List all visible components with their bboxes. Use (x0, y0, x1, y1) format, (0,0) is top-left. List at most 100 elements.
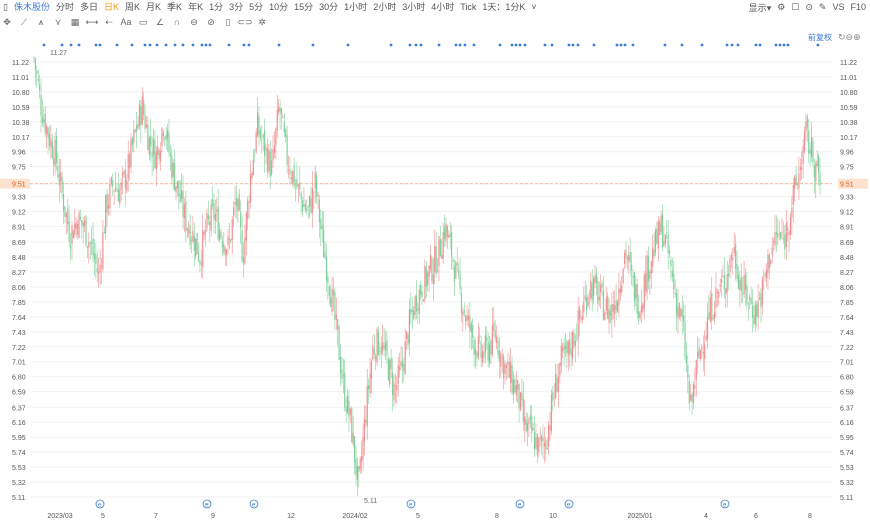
event-dot[interactable] (700, 43, 704, 47)
pen-icon[interactable]: ✎ (818, 1, 827, 12)
event-dot[interactable] (615, 43, 619, 47)
vs-button[interactable]: VS (832, 2, 845, 12)
dividend-marker[interactable] (202, 499, 212, 509)
rights-toggle[interactable]: 前复权 (808, 32, 832, 42)
event-dot[interactable] (567, 43, 571, 47)
chevron-down-icon[interactable]: ˅ (531, 2, 537, 12)
tab-period[interactable]: 3分 (229, 2, 244, 12)
tab-period[interactable]: 分时 (55, 2, 74, 12)
measure-icon[interactable]: ▭ (138, 16, 148, 27)
tab-period[interactable]: 5分 (249, 2, 264, 12)
event-dot[interactable] (311, 43, 315, 47)
event-dot[interactable] (680, 43, 684, 47)
event-dot[interactable] (204, 43, 208, 47)
tab-period[interactable]: 季K (167, 2, 183, 12)
tab-period[interactable]: 1小时 (344, 2, 368, 12)
event-dot[interactable] (173, 43, 177, 47)
settings-icon[interactable]: ⚙ (777, 1, 786, 12)
tab-period[interactable]: 30分 (319, 2, 339, 12)
tab-period[interactable]: 10分 (269, 2, 289, 12)
event-dot[interactable] (408, 43, 412, 47)
eye-icon[interactable]: ⊖ (190, 16, 198, 27)
link-icon[interactable]: ⊂⊃ (237, 16, 253, 27)
event-dot[interactable] (277, 43, 281, 47)
event-dot[interactable] (550, 43, 554, 47)
line-tool-icon[interactable]: ⟋ (20, 16, 28, 27)
event-dot[interactable] (523, 43, 527, 47)
tab-period[interactable]: 1天：1分K (482, 2, 526, 12)
f10-button[interactable]: F10 (850, 2, 866, 12)
dividend-marker[interactable] (249, 499, 259, 509)
stock-name[interactable]: 侏木股份 (13, 2, 50, 12)
event-dot[interactable] (758, 43, 762, 47)
event-dot[interactable] (736, 43, 740, 47)
event-dot[interactable] (94, 43, 98, 47)
tab-period[interactable]: 多日 (79, 2, 98, 12)
event-dot[interactable] (592, 43, 596, 47)
kline-chart[interactable]: 11.22 11.22 11.01 11.01 10.80 10.80 10.59 10.59… (0, 30, 870, 527)
event-dot[interactable] (143, 43, 147, 47)
magnet-icon[interactable]: ∩ (173, 17, 181, 27)
event-dot[interactable] (454, 43, 458, 47)
gear-icon[interactable]: ✲ (258, 16, 266, 27)
event-dot[interactable] (472, 43, 476, 47)
dividend-marker[interactable] (564, 499, 574, 509)
event-dot[interactable] (463, 43, 467, 47)
event-dot[interactable] (208, 43, 212, 47)
event-dot[interactable] (774, 43, 778, 47)
event-dot[interactable] (730, 43, 734, 47)
event-dot[interactable] (543, 43, 547, 47)
dividend-marker[interactable] (406, 499, 416, 509)
event-dot[interactable] (77, 43, 81, 47)
event-dot[interactable] (619, 43, 623, 47)
event-dot[interactable] (778, 43, 782, 47)
display-menu[interactable]: 显示▾ (748, 2, 772, 13)
event-dot[interactable] (181, 43, 185, 47)
event-dot[interactable] (510, 43, 514, 47)
event-dot[interactable] (98, 43, 102, 47)
event-dot[interactable] (130, 43, 134, 47)
event-dot[interactable] (164, 43, 168, 47)
event-dot[interactable] (623, 43, 627, 47)
tab-period[interactable]: 15分 (294, 2, 314, 12)
event-dot[interactable] (115, 43, 119, 47)
event-dot[interactable] (514, 43, 518, 47)
tab-period[interactable]: 4小时 (431, 2, 455, 12)
tab-period[interactable]: 月K (146, 2, 162, 12)
fork-tool-icon[interactable]: ⋎ (54, 16, 62, 27)
tab-period[interactable]: Tick (460, 2, 477, 12)
checkbox-icon[interactable]: ☐ (791, 1, 800, 12)
event-dot[interactable] (816, 43, 820, 47)
event-dot[interactable] (631, 43, 635, 47)
event-dot[interactable] (155, 43, 159, 47)
pattern-tool-icon[interactable]: ⟷ (85, 16, 99, 27)
arrow-tool-icon[interactable]: ⇠ (105, 16, 113, 27)
event-dot[interactable] (242, 43, 246, 47)
event-dot[interactable] (571, 43, 575, 47)
tab-period[interactable]: 周K (125, 2, 141, 12)
event-dot[interactable] (148, 43, 152, 47)
camera-icon[interactable]: ⊙ (805, 1, 813, 12)
event-dot[interactable] (247, 43, 251, 47)
brush-icon[interactable]: ∠ (155, 16, 165, 27)
event-dot[interactable] (200, 43, 204, 47)
event-dot[interactable] (782, 43, 786, 47)
dividend-marker[interactable] (515, 499, 525, 509)
reset-icon[interactable]: ↻⊖⊕ (838, 32, 861, 42)
tab-period[interactable]: 3小时 (402, 2, 426, 12)
dividend-marker[interactable] (720, 499, 730, 509)
channel-tool-icon[interactable]: ⩚ (38, 16, 44, 27)
tab-period[interactable]: 2小时 (373, 2, 397, 12)
event-dot[interactable] (786, 43, 790, 47)
event-dot[interactable] (69, 43, 73, 47)
event-dot[interactable] (663, 43, 667, 47)
event-dot[interactable] (191, 43, 195, 47)
event-dot[interactable] (42, 43, 46, 47)
trash-icon[interactable]: ▯ (225, 16, 231, 27)
layout-icon[interactable]: ▯ (3, 2, 8, 12)
crosshair-icon[interactable]: ✥ (3, 16, 11, 27)
grid-tool-icon[interactable]: ▦ (70, 16, 80, 27)
tab-period[interactable]: 1分 (209, 2, 224, 12)
event-dot[interactable] (419, 43, 423, 47)
event-dot[interactable] (576, 43, 580, 47)
